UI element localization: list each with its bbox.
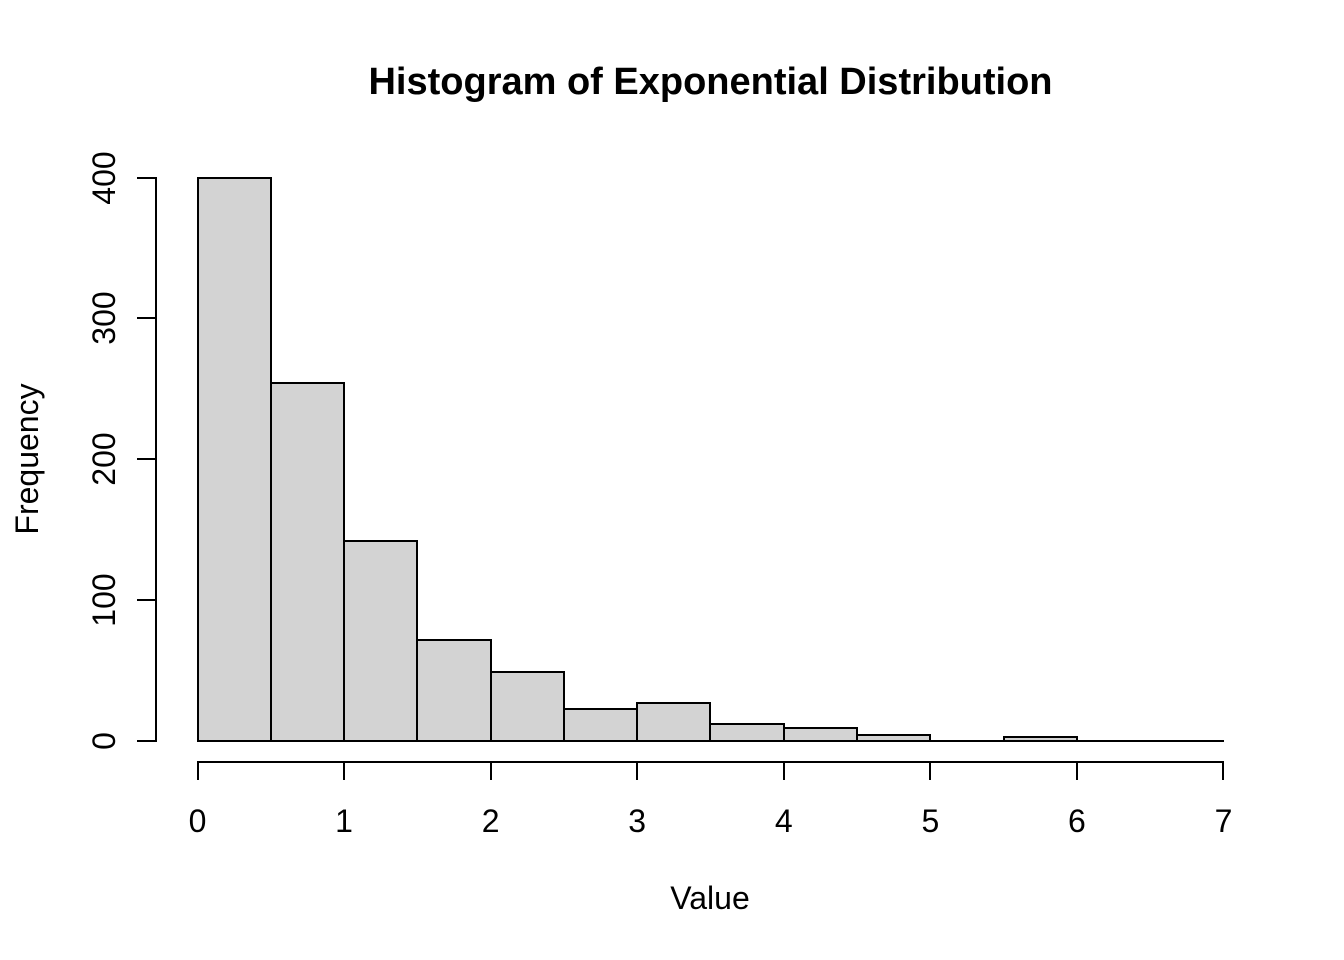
histogram-bar (269, 382, 346, 742)
histogram-bar (636, 701, 712, 742)
x-tick-label: 4 (774, 803, 793, 839)
y-tick-label: 200 (86, 432, 122, 486)
histogram-bar-zero (929, 740, 1005, 742)
histogram-bar (562, 707, 639, 742)
y-tick (136, 458, 155, 461)
y-tick (136, 317, 155, 320)
histogram-bar (343, 539, 419, 742)
histogram-bar-zero (1075, 740, 1152, 742)
x-tick (1222, 762, 1225, 780)
x-tick (929, 762, 932, 780)
histogram-bar (709, 723, 785, 742)
y-tick-label: 100 (86, 573, 122, 627)
y-tick-label: 0 (86, 732, 122, 750)
x-tick (636, 762, 639, 780)
histogram-bar (1002, 735, 1078, 742)
chart-title: Histogram of Exponential Distribution (368, 61, 1053, 103)
histogram-bar (416, 638, 492, 742)
histogram-bar (782, 727, 859, 742)
x-tick (343, 762, 346, 780)
histogram-bar (489, 670, 565, 742)
histogram-bar (196, 176, 272, 742)
histogram-bar (856, 734, 932, 742)
x-tick-label: 3 (628, 803, 647, 839)
y-axis-line (154, 176, 157, 742)
x-axis-line (196, 761, 1225, 763)
y-tick (136, 599, 155, 602)
y-tick-label: 300 (86, 291, 122, 346)
x-tick-label: 1 (335, 803, 353, 839)
x-tick (196, 762, 199, 780)
x-tick-label: 5 (921, 803, 940, 839)
y-axis-label: Frequency (9, 383, 45, 535)
histogram-bar-zero (1149, 740, 1225, 742)
y-tick (136, 176, 155, 179)
x-tick-label: 7 (1214, 803, 1233, 839)
x-tick-label: 0 (188, 803, 207, 839)
x-tick (489, 762, 492, 780)
x-tick (1075, 762, 1078, 780)
x-tick-label: 6 (1068, 803, 1086, 839)
x-tick-label: 2 (481, 803, 500, 839)
y-tick (136, 740, 155, 742)
y-tick-label: 400 (86, 150, 122, 205)
x-axis-label: Value (670, 880, 750, 916)
x-tick (782, 762, 785, 780)
